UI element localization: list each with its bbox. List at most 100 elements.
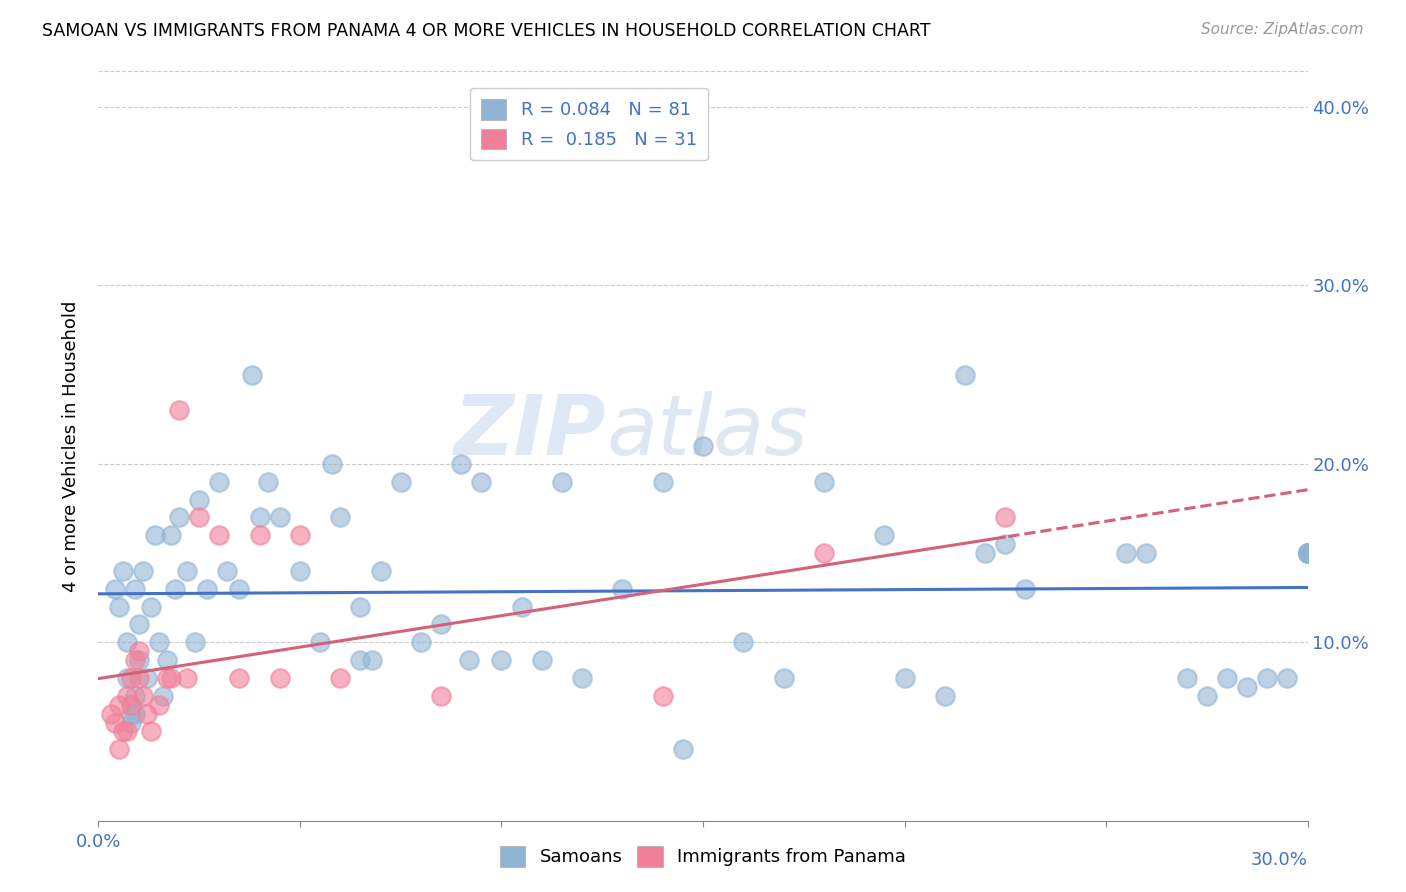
Text: atlas: atlas — [606, 391, 808, 472]
Point — [389, 475, 412, 489]
Point — [651, 475, 673, 489]
Point — [692, 439, 714, 453]
Point — [288, 564, 311, 578]
Text: 30.0%: 30.0% — [1251, 851, 1308, 869]
Point — [329, 510, 352, 524]
Point — [120, 715, 142, 730]
Point — [1296, 546, 1319, 560]
Point — [107, 698, 129, 712]
Point — [176, 564, 198, 578]
Point — [1277, 671, 1299, 685]
Point — [430, 689, 453, 703]
Point — [208, 528, 231, 542]
Point — [813, 475, 835, 489]
Point — [349, 599, 371, 614]
Point — [772, 671, 794, 685]
Point — [994, 537, 1017, 551]
Point — [974, 546, 997, 560]
Point — [124, 582, 146, 596]
Point — [893, 671, 915, 685]
Point — [132, 564, 155, 578]
Point — [195, 582, 218, 596]
Point — [249, 528, 271, 542]
Point — [148, 698, 170, 712]
Point — [240, 368, 263, 382]
Point — [329, 671, 352, 685]
Point — [1296, 546, 1319, 560]
Point — [107, 742, 129, 756]
Point — [530, 653, 553, 667]
Text: Source: ZipAtlas.com: Source: ZipAtlas.com — [1201, 22, 1364, 37]
Point — [430, 617, 453, 632]
Point — [228, 582, 250, 596]
Point — [269, 671, 291, 685]
Point — [370, 564, 392, 578]
Point — [571, 671, 593, 685]
Point — [100, 706, 122, 721]
Point — [128, 617, 150, 632]
Point — [249, 510, 271, 524]
Point — [1236, 680, 1258, 694]
Point — [143, 528, 166, 542]
Point — [115, 689, 138, 703]
Point — [124, 689, 146, 703]
Point — [115, 635, 138, 649]
Point — [321, 457, 343, 471]
Point — [953, 368, 976, 382]
Point — [470, 475, 492, 489]
Point — [156, 653, 179, 667]
Point — [120, 706, 142, 721]
Text: ZIP: ZIP — [454, 391, 606, 472]
Point — [120, 698, 142, 712]
Point — [167, 403, 190, 417]
Point — [160, 528, 183, 542]
Point — [288, 528, 311, 542]
Point — [813, 546, 835, 560]
Point — [1296, 546, 1319, 560]
Point — [124, 706, 146, 721]
Point — [1296, 546, 1319, 560]
Point — [217, 564, 239, 578]
Point — [103, 715, 125, 730]
Y-axis label: 4 or more Vehicles in Household: 4 or more Vehicles in Household — [62, 301, 80, 591]
Text: SAMOAN VS IMMIGRANTS FROM PANAMA 4 OR MORE VEHICLES IN HOUSEHOLD CORRELATION CHA: SAMOAN VS IMMIGRANTS FROM PANAMA 4 OR MO… — [42, 22, 931, 40]
Point — [163, 582, 186, 596]
Point — [1115, 546, 1137, 560]
Point — [167, 510, 190, 524]
Point — [1175, 671, 1198, 685]
Point — [269, 510, 291, 524]
Point — [120, 671, 142, 685]
Point — [349, 653, 371, 667]
Point — [148, 635, 170, 649]
Legend: Samoans, Immigrants from Panama: Samoans, Immigrants from Panama — [494, 838, 912, 874]
Point — [458, 653, 481, 667]
Point — [188, 510, 211, 524]
Point — [1296, 546, 1319, 560]
Point — [361, 653, 384, 667]
Point — [176, 671, 198, 685]
Point — [135, 706, 157, 721]
Point — [139, 599, 162, 614]
Point — [491, 653, 513, 667]
Point — [873, 528, 896, 542]
Point — [111, 564, 134, 578]
Point — [1195, 689, 1218, 703]
Point — [1296, 546, 1319, 560]
Point — [128, 671, 150, 685]
Point — [551, 475, 574, 489]
Point — [1014, 582, 1036, 596]
Point — [139, 724, 162, 739]
Point — [1216, 671, 1239, 685]
Point — [1256, 671, 1278, 685]
Point — [115, 671, 138, 685]
Point — [1296, 546, 1319, 560]
Point — [409, 635, 432, 649]
Legend: R = 0.084   N = 81, R =  0.185   N = 31: R = 0.084 N = 81, R = 0.185 N = 31 — [470, 88, 707, 161]
Point — [103, 582, 125, 596]
Point — [228, 671, 250, 685]
Point — [1135, 546, 1157, 560]
Point — [107, 599, 129, 614]
Point — [128, 644, 150, 658]
Point — [672, 742, 695, 756]
Point — [510, 599, 533, 614]
